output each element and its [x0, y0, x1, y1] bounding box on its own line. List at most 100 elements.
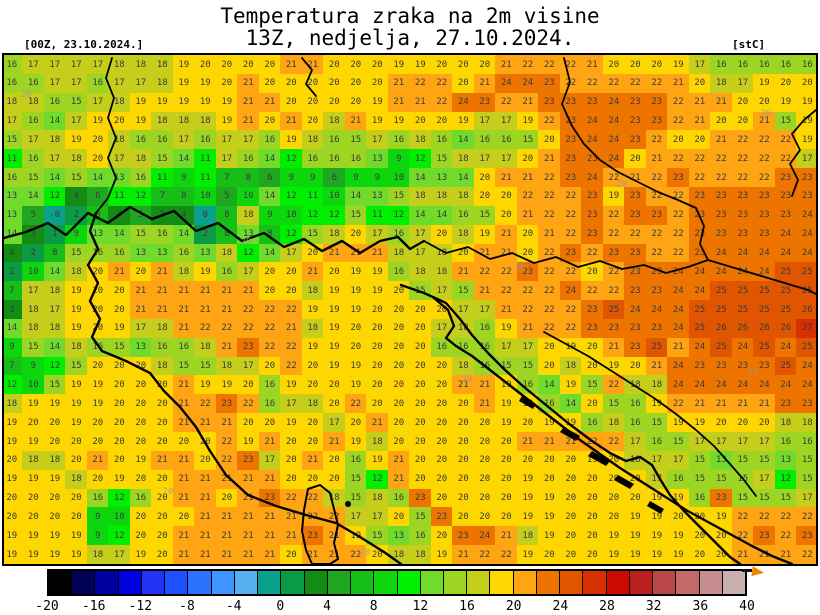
temp-value-cell: 19 [280, 130, 303, 150]
temp-value-cell: 15 [774, 111, 797, 131]
temp-value-cell: 20 [667, 130, 690, 150]
temp-value-cell: 18 [323, 111, 346, 131]
temp-value-cell: 14 [344, 186, 367, 206]
colorbar-cell [188, 571, 212, 594]
temp-value-cell: 17 [452, 300, 475, 320]
temp-value-cell: 17 [280, 243, 303, 263]
temp-value-cell: 23 [710, 356, 733, 376]
temp-value-cell: 19 [387, 55, 410, 74]
temp-value-cell: 21 [452, 262, 475, 282]
temp-value-cell: 20 [86, 432, 109, 451]
temp-value-cell: 22 [258, 318, 281, 338]
temp-value-cell: 25 [688, 318, 711, 338]
temp-value-cell: 19 [344, 432, 367, 451]
temp-value-cell: 21 [301, 450, 324, 470]
temp-value-cell: 23 [624, 262, 647, 282]
temp-value-cell: 19 [581, 450, 604, 470]
temp-value-cell: 21 [301, 55, 324, 74]
temp-value-cell: 9 [344, 168, 367, 188]
temp-value-cell: 23 [452, 526, 475, 546]
temp-value-cell: 20 [430, 55, 453, 74]
temp-value-cell: 16 [4, 73, 23, 93]
temp-value-cell: 19 [753, 73, 776, 93]
temp-value-cell: 21 [215, 469, 238, 489]
temp-value-cell: 19 [86, 394, 109, 414]
temp-value-cell: 20 [172, 507, 195, 527]
temp-value-cell: 11 [366, 205, 389, 225]
temp-value-cell: 20 [710, 526, 733, 546]
temp-value-cell: 18 [796, 413, 816, 433]
temp-value-cell: 21 [215, 281, 238, 301]
temp-value-cell: 20 [581, 469, 604, 489]
temp-value-cell: 19 [323, 300, 346, 320]
temp-value-cell: 20 [473, 450, 496, 470]
temp-value-cell: 22 [731, 507, 754, 527]
temp-value-cell: 15 [645, 413, 668, 433]
temp-value-cell: 23 [301, 526, 324, 546]
temp-value-cell: 19 [495, 394, 518, 414]
temp-value-cell: 22 [667, 243, 690, 263]
temp-value-cell: 16 [301, 149, 324, 169]
temp-value-cell: 19 [667, 526, 690, 546]
temp-value-cell: 19 [366, 92, 389, 112]
temp-value-cell: 20 [258, 111, 281, 131]
temp-value-cell: 21 [559, 432, 582, 451]
temp-value-cell: 20 [301, 469, 324, 489]
temp-value-cell: 20 [602, 450, 625, 470]
contour-label: 20 [240, 237, 252, 247]
temp-value-cell: 19 [301, 337, 324, 357]
contour-label: 20 [461, 375, 473, 385]
temp-value-cell: 19 [559, 375, 582, 395]
temp-value-cell: 21 [495, 168, 518, 188]
temperature-map: 16 17 17 17 17 18 18 18 19 20 20 20 20 21 21 20 20 20 19 19… [2, 53, 818, 566]
temp-value-cell: 20 [409, 413, 432, 433]
temp-value-cell: 20 [624, 55, 647, 74]
temp-value-cell: 23 [430, 507, 453, 527]
temp-value-cell: 19 [624, 507, 647, 527]
temp-value-cell: 20 [581, 262, 604, 282]
temp-value-cell: 22 [581, 281, 604, 301]
temp-value-cell: 21 [215, 545, 238, 564]
temp-value-cell: 20 [409, 111, 432, 131]
temp-value-cell: 20 [86, 356, 109, 376]
temp-value-cell: 21 [237, 507, 260, 527]
temp-value-cell: 22 [237, 394, 260, 414]
temp-value-cell: 22 [538, 111, 561, 131]
temp-value-cell: 20 [430, 394, 453, 414]
temp-value-cell: 19 [645, 488, 668, 508]
temp-value-cell: 13 [366, 149, 389, 169]
temp-value-cell: 21 [473, 375, 496, 395]
temp-value-cell: 19 [667, 545, 690, 564]
temp-value-cell: 16 [387, 224, 410, 244]
temp-value-cell: 25 [796, 281, 816, 301]
temp-value-cell: 4 [4, 243, 23, 263]
temp-value-cell: 2 [194, 224, 217, 244]
temp-value-cell: 24 [473, 526, 496, 546]
temp-value-cell: 19 [301, 300, 324, 320]
temp-value-cell: 24 [774, 337, 797, 357]
temp-value-cell: 3 [151, 205, 174, 225]
temp-value-cell: 4 [172, 205, 195, 225]
contour-label: 20 [20, 90, 32, 100]
temp-value-cell: 17 [323, 413, 346, 433]
temp-value-cell: 19 [452, 111, 475, 131]
temp-value-cell: 19 [43, 526, 66, 546]
temp-value-cell: 19 [559, 413, 582, 433]
temp-value-cell: 18 [108, 130, 131, 150]
temp-value-cell: 21 [301, 545, 324, 564]
temp-value-cell: 16 [430, 337, 453, 357]
temp-value-cell: 19 [194, 73, 217, 93]
temp-value-cell: 17 [796, 488, 816, 508]
temp-value-cell: 22 [237, 318, 260, 338]
temp-value-cell: 8 [86, 205, 109, 225]
temp-value-cell: 22 [280, 488, 303, 508]
temp-value-cell: 20 [258, 413, 281, 433]
temp-value-cell: 21 [387, 73, 410, 93]
temp-value-cell: 16 [667, 469, 690, 489]
temp-value-cell: 19 [65, 300, 88, 320]
temp-value-cell: 21 [731, 545, 754, 564]
temp-value-cell: 23 [796, 168, 816, 188]
temp-value-cell: 21 [301, 262, 324, 282]
temp-value-cell: 23 [559, 149, 582, 169]
temp-value-cell: 19 [667, 488, 690, 508]
